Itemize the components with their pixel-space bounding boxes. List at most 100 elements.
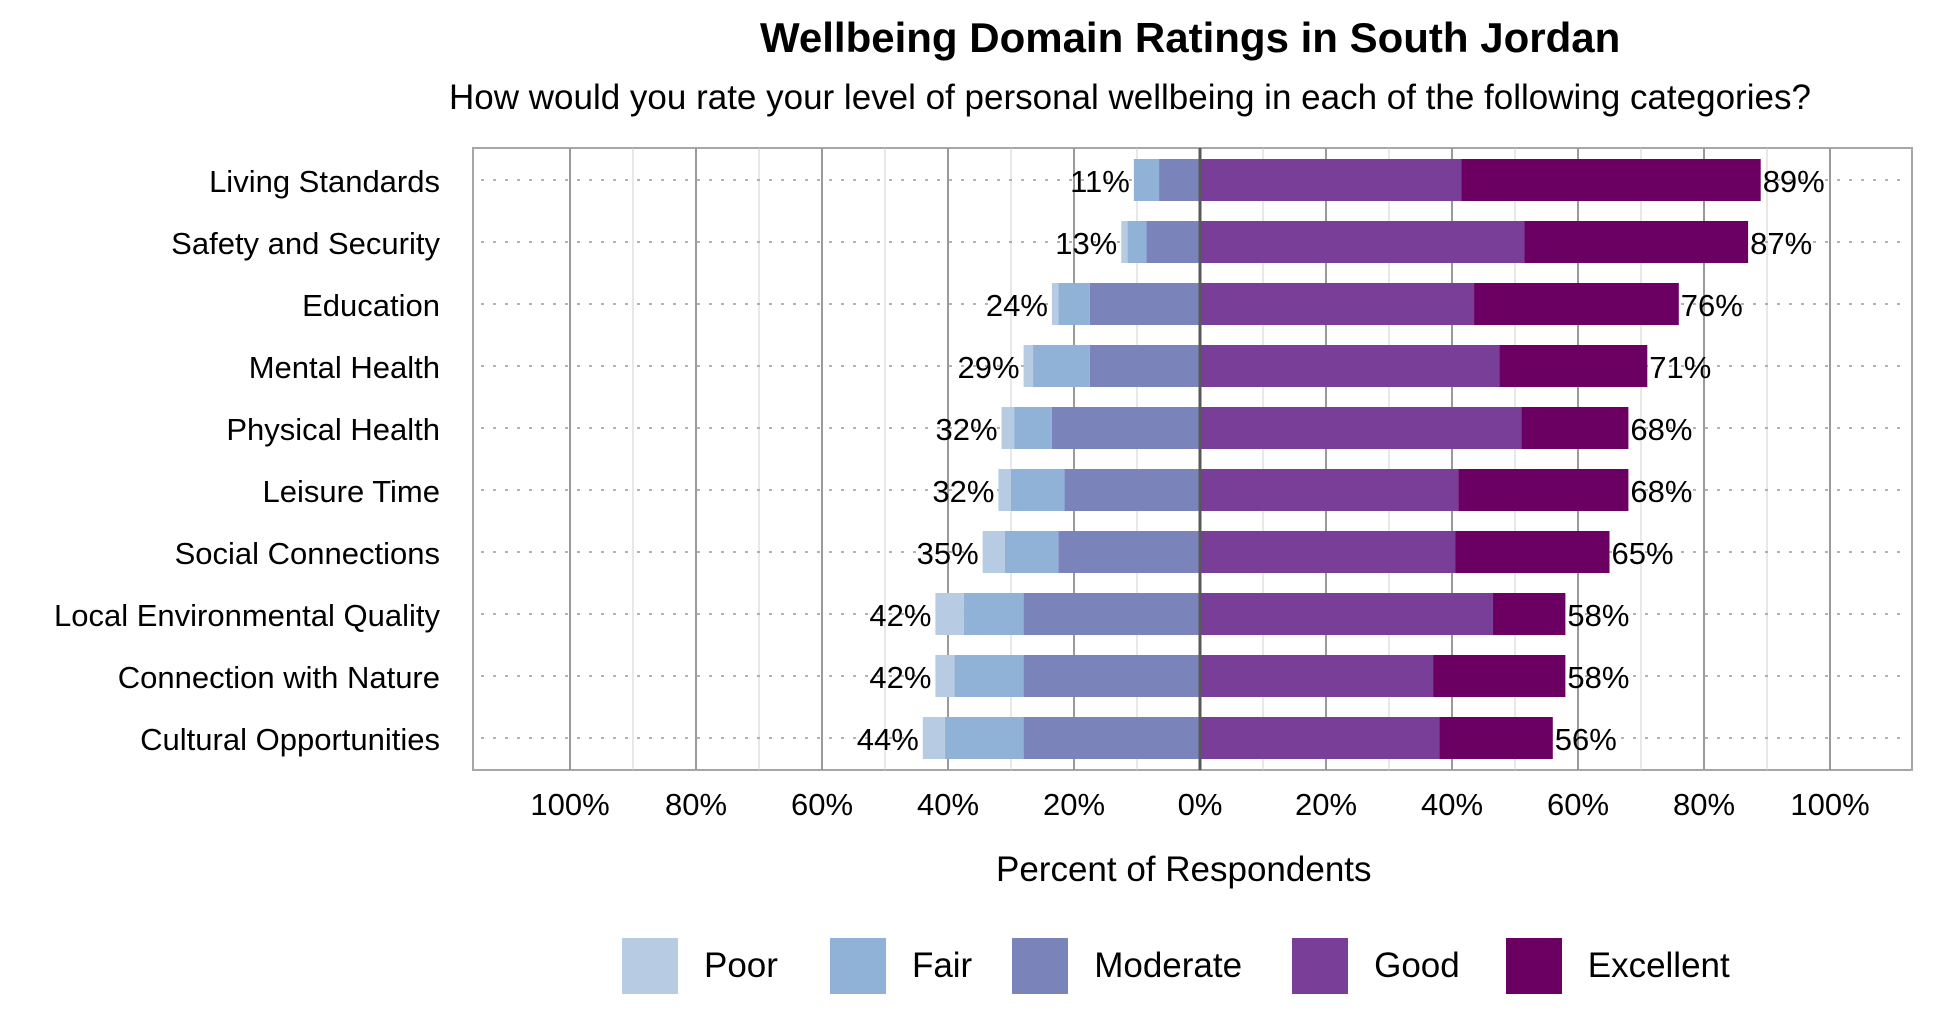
category-label: Cultural Opportunities bbox=[140, 722, 440, 757]
legend-item-excellent: Excellent bbox=[1505, 938, 1730, 994]
bar-good bbox=[1200, 221, 1525, 263]
bar-moderate bbox=[1089, 283, 1200, 325]
data-label-positive: 87% bbox=[1750, 226, 1812, 261]
bar-poor bbox=[982, 531, 1005, 573]
category-label: Safety and Security bbox=[171, 226, 440, 261]
legend-swatch bbox=[1292, 938, 1349, 994]
data-label-negative: 42% bbox=[869, 598, 931, 633]
data-label-negative: 29% bbox=[958, 350, 1020, 385]
bar-excellent bbox=[1524, 221, 1749, 263]
x-tick-label: 0% bbox=[1178, 787, 1223, 822]
legend-label: Fair bbox=[911, 946, 973, 985]
bar-fair bbox=[1014, 407, 1052, 449]
legend-item-moderate: Moderate bbox=[1012, 938, 1242, 994]
bar-poor bbox=[935, 593, 964, 635]
data-label-negative: 11% bbox=[1070, 164, 1130, 199]
bar-fair bbox=[1011, 469, 1065, 511]
category-label: Mental Health bbox=[249, 350, 440, 385]
bar-good bbox=[1200, 717, 1440, 759]
data-label-negative: 24% bbox=[986, 288, 1048, 323]
bar-poor bbox=[998, 469, 1011, 511]
bar-good bbox=[1200, 283, 1475, 325]
data-label-negative: 44% bbox=[857, 722, 919, 757]
bar-moderate bbox=[1146, 221, 1200, 263]
bar-good bbox=[1200, 655, 1434, 697]
bar-good bbox=[1200, 593, 1493, 635]
data-label-positive: 56% bbox=[1555, 722, 1617, 757]
bar-excellent bbox=[1499, 345, 1648, 387]
data-label-positive: 89% bbox=[1763, 164, 1825, 199]
x-tick-label: 80% bbox=[1673, 787, 1735, 822]
bar-excellent bbox=[1474, 283, 1679, 325]
legend-label: Good bbox=[1374, 946, 1460, 985]
bar-poor bbox=[935, 655, 955, 697]
x-axis-label: Percent of Respondents bbox=[996, 850, 1372, 889]
bar-fair bbox=[1033, 345, 1090, 387]
bar-poor bbox=[922, 717, 945, 759]
bar-excellent bbox=[1439, 717, 1553, 759]
x-tick-label: 40% bbox=[1421, 787, 1483, 822]
data-label-negative: 32% bbox=[936, 412, 998, 447]
bar-good bbox=[1200, 469, 1459, 511]
bar-moderate bbox=[1089, 345, 1200, 387]
x-tick-label: 40% bbox=[917, 787, 979, 822]
data-label-negative: 35% bbox=[917, 536, 979, 571]
legend-swatch bbox=[829, 938, 886, 994]
data-label-positive: 58% bbox=[1567, 660, 1629, 695]
bar-moderate bbox=[1064, 469, 1200, 511]
legend-label: Poor bbox=[704, 946, 778, 985]
data-label-positive: 65% bbox=[1612, 536, 1674, 571]
bar-good bbox=[1200, 407, 1522, 449]
bar-excellent bbox=[1433, 655, 1566, 697]
legend-item-poor: Poor bbox=[622, 938, 778, 994]
plot-frame bbox=[472, 147, 1913, 771]
bar-moderate bbox=[1051, 407, 1200, 449]
x-tick-label: 20% bbox=[1043, 787, 1105, 822]
data-label-positive: 76% bbox=[1681, 288, 1743, 323]
category-label: Living Standards bbox=[209, 164, 440, 199]
legend-item-fair: Fair bbox=[829, 938, 973, 994]
bar-excellent bbox=[1458, 469, 1629, 511]
bar-moderate bbox=[1023, 593, 1200, 635]
chart-subtitle: How would you rate your level of persona… bbox=[449, 78, 1811, 117]
bar-moderate bbox=[1023, 655, 1200, 697]
data-label-positive: 58% bbox=[1567, 598, 1629, 633]
legend-label: Moderate bbox=[1094, 946, 1243, 985]
bar-moderate bbox=[1058, 531, 1200, 573]
x-tick-label: 60% bbox=[1547, 787, 1609, 822]
bar-fair bbox=[963, 593, 1024, 635]
x-tick-label: 20% bbox=[1295, 787, 1357, 822]
bar-fair bbox=[954, 655, 1024, 697]
category-label: Physical Health bbox=[226, 412, 440, 447]
bar-fair bbox=[1133, 159, 1160, 201]
bar-moderate bbox=[1159, 159, 1200, 201]
legend-swatch bbox=[1505, 938, 1562, 994]
bar-poor bbox=[1001, 407, 1015, 449]
category-label: Education bbox=[302, 288, 440, 323]
data-label-negative: 42% bbox=[869, 660, 931, 695]
bar-excellent bbox=[1521, 407, 1629, 449]
bar-fair bbox=[944, 717, 1024, 759]
category-label: Connection with Nature bbox=[118, 660, 440, 695]
bar-excellent bbox=[1455, 531, 1610, 573]
legend-label: Excellent bbox=[1587, 946, 1730, 985]
bar-good bbox=[1200, 159, 1462, 201]
x-tick-label: 100% bbox=[1790, 787, 1869, 822]
category-label: Leisure Time bbox=[263, 474, 440, 509]
data-label-negative: 32% bbox=[932, 474, 994, 509]
bar-poor bbox=[1121, 221, 1128, 263]
category-label: Social Connections bbox=[175, 536, 440, 571]
bar-poor bbox=[1023, 345, 1034, 387]
data-label-positive: 71% bbox=[1649, 350, 1711, 385]
bar-fair bbox=[1127, 221, 1147, 263]
bar-fair bbox=[1058, 283, 1090, 325]
x-tick-label: 60% bbox=[791, 787, 853, 822]
x-tick-label: 100% bbox=[530, 787, 609, 822]
bar-excellent bbox=[1492, 593, 1566, 635]
data-label-negative: 13% bbox=[1055, 226, 1117, 261]
bar-good bbox=[1200, 345, 1500, 387]
bar-good bbox=[1200, 531, 1456, 573]
legend-swatch bbox=[622, 938, 678, 994]
legend-swatch bbox=[1012, 938, 1069, 994]
